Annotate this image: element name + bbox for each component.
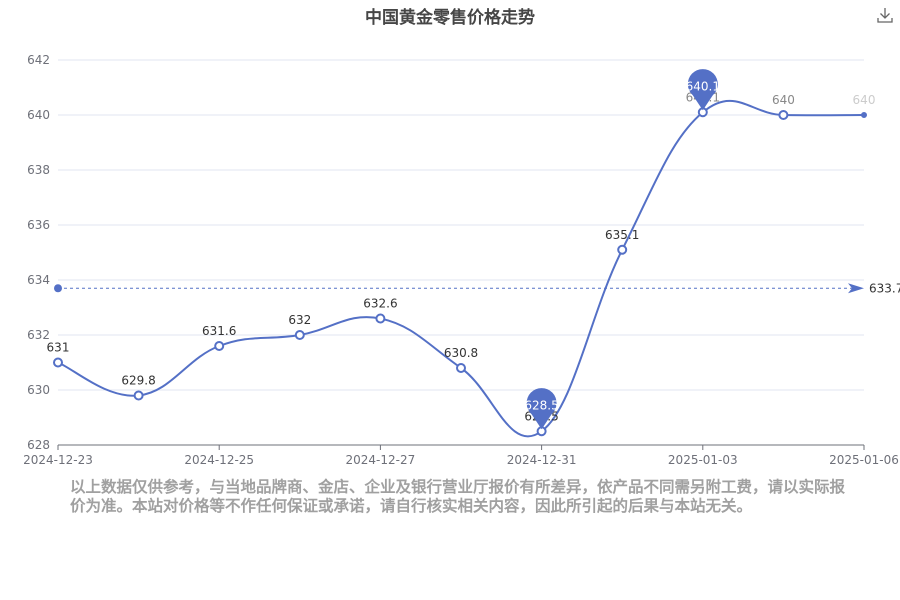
series-line (57, 100, 865, 438)
data-label: 632 (288, 313, 311, 327)
y-tick-label: 634 (27, 273, 50, 287)
data-label: 629.8 (121, 374, 155, 388)
x-tick-label: 2025-01-06 (829, 453, 899, 467)
average-label: 633.7 (869, 281, 900, 295)
x-tick-label: 2024-12-31 (507, 453, 577, 467)
data-point (456, 363, 466, 373)
x-tick-label: 2025-01-03 (668, 453, 738, 467)
average-line-start (54, 284, 62, 293)
average-line-arrow (848, 283, 864, 294)
data-point (778, 110, 789, 120)
max-marker-label: 640.1 (686, 79, 720, 93)
data-label: 632.6 (363, 297, 397, 311)
max-marker-pin (687, 69, 718, 111)
y-tick-label: 640 (27, 108, 50, 122)
y-tick-label: 636 (27, 218, 50, 232)
data-label: 631.6 (202, 324, 236, 338)
data-label: 631 (47, 341, 70, 355)
min-marker-pin (526, 388, 557, 430)
data-label: 630.8 (444, 346, 478, 360)
data-label: 635.1 (605, 228, 639, 242)
data-point (375, 313, 386, 324)
y-tick-label: 638 (27, 163, 50, 177)
min-marker-label: 628.5 (524, 398, 558, 412)
x-tick-label: 2024-12-23 (23, 453, 93, 467)
data-point (133, 390, 144, 401)
footnote: 以上数据仅供参考，与当地品牌商、金店、企业及银行营业厅报价有所差异，依产品不同需… (70, 478, 846, 515)
data-point (617, 244, 628, 255)
x-tick-label: 2024-12-25 (184, 453, 254, 467)
data-point (294, 330, 305, 340)
data-point (861, 112, 867, 118)
download-icon[interactable] (876, 6, 894, 24)
x-tick-label: 2024-12-27 (346, 453, 416, 467)
data-label: 640 (772, 93, 795, 107)
y-tick-label: 630 (27, 383, 50, 397)
data-point (214, 341, 225, 351)
chart-title: 中国黄金零售价格走势 (365, 8, 535, 28)
y-tick-label: 632 (27, 328, 50, 342)
y-tick-label: 628 (27, 438, 50, 452)
data-point (53, 357, 63, 368)
data-label: 640 (853, 93, 876, 107)
y-tick-label: 642 (27, 53, 50, 67)
